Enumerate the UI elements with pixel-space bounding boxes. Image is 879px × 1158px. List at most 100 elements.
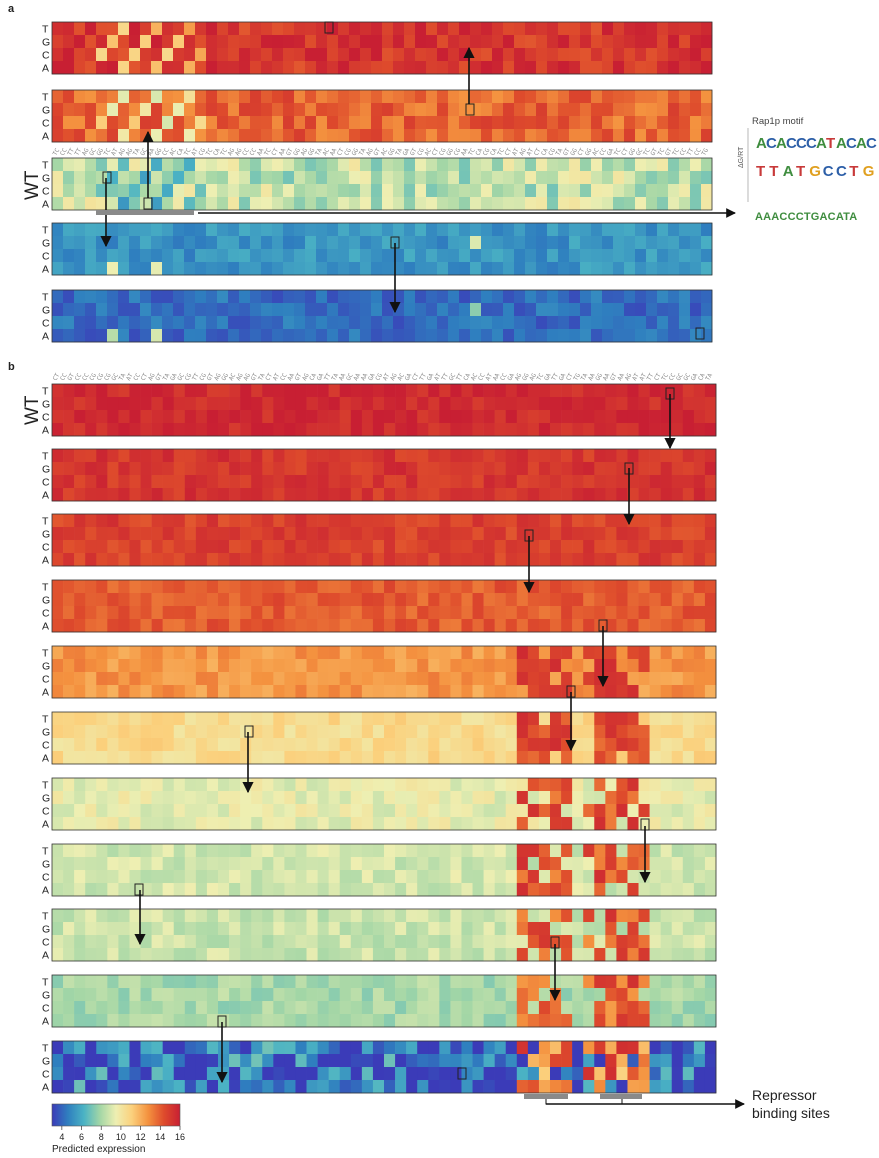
row-label: C [42,871,50,883]
sequence-letter: GT [409,147,419,157]
sequence-letter: CT [533,147,543,157]
row-label: A [42,489,49,501]
row-label: C [42,185,50,197]
sequence-letter: AA [329,147,339,157]
row-label: A [42,263,49,275]
sequence-letter: AG [147,372,157,382]
row-label: C [42,250,50,262]
sequence-letter: GA [402,147,412,157]
wt-label-a: WT [22,170,43,200]
colorbar-tick-label: 10 [116,1132,126,1142]
repressor-bracket [545,1099,623,1105]
row-label: G [42,792,50,804]
motif-logo-letter: A [836,135,847,152]
motif-logo-letter: T [769,163,778,180]
sequence-letter: AA [360,372,370,382]
sequence-letter: CC [241,147,251,157]
sequence-letter: CG [343,147,353,157]
sequence-letter: CC [59,147,69,157]
sequence-letter: GT [206,372,216,382]
sequence-letter: AG [389,372,399,382]
row-label: T [42,779,49,791]
mutation-box [324,21,334,34]
sequence-letter: TA [314,147,324,157]
sequence-letter: GT [562,147,572,157]
sequence-letter: GG [569,147,579,157]
panel-b-heatmap-8-frame [51,843,717,897]
row-label: C [42,936,50,948]
row-label: C [42,739,50,751]
row-label: G [42,923,50,935]
sequence-letter: CA [489,147,499,157]
row-label: G [42,398,50,410]
mutation-box [134,883,144,896]
motif-logo-letter: C [846,135,857,152]
sequence-letter: CT [653,372,663,382]
sequence-letter: AT [638,372,648,382]
sequence-letter: GG [351,147,361,157]
sequence-letter: CT [140,372,150,382]
sequence-strip-a: TCCCTTTTAGGCGGTCATAGAGTAGCAAGGCCACCATCAT… [52,147,711,157]
row-label: C [42,117,50,129]
panel-a-heatmap-1-frame [51,21,713,75]
sequence-letter: GT [250,372,260,382]
sequence-letter: CG [547,147,557,157]
sequence-letter: CC [598,147,608,157]
panel-b-heatmap-5-frame [51,645,717,699]
row-label: T [42,450,49,462]
colorbar-tick-label: 12 [136,1132,146,1142]
repressor-site-bar-2 [600,1094,642,1099]
sequence-letter: AG [301,372,311,382]
sequence-letter: AA [256,147,266,157]
sequence-letter: GA [404,372,414,382]
colorbar-tick-label: 6 [79,1132,84,1142]
motif-logo-letter: C [806,135,817,152]
row-label: T [42,291,49,303]
sequence-letter: GA [426,372,436,382]
row-label: G [42,172,50,184]
motif-logo-letter: C [796,135,807,152]
motif-logo-letter: A [756,135,767,152]
repressor-label-line2: binding sites [752,1105,830,1121]
row-label: G [42,989,50,1001]
sequence-letter: TT [646,372,656,382]
sequence-letter: AC [591,147,601,157]
sequence-letter: TC [183,147,193,157]
sequence-letter: TT [323,372,333,382]
sequence-letter: TT [440,372,450,382]
sequence-letter: GG [95,147,105,157]
sequence-letter: TA [330,372,340,382]
sequence-letter: AG [528,372,538,382]
sequence-letter: CG [88,372,98,382]
sequence-letter: GG [445,147,455,157]
sequence-letter: CC [279,372,289,382]
wt-label-b: WT [22,395,43,425]
sequence-letter: AA [338,372,348,382]
sequence-letter: TC [103,147,113,157]
row-label: A [42,884,49,896]
row-label: T [42,1042,49,1054]
row-label: C [42,317,50,329]
row-label: C [42,607,50,619]
mutation-arrows [100,46,676,1084]
sequence-letter: CT [52,372,62,382]
sequence-letter: CA [308,372,318,382]
sequence-letter: CG [482,147,492,157]
motif-title: Rap1p motif [752,116,804,127]
sequence-letter: CT [336,147,346,157]
row-label: T [42,910,49,922]
sequence-letter: AA [286,372,296,382]
row-label: T [42,385,49,397]
sequence-letter: GG [220,372,230,382]
sequence-letter: AA [146,147,156,157]
sequence-letter: AG [213,372,223,382]
colorbar-tick-label: 8 [99,1132,104,1142]
row-label: C [42,805,50,817]
panel-b-heatmap-3-frame [51,513,717,567]
motif-logo-letter: A [783,163,794,180]
sequence-letter: GT [285,147,295,157]
row-label: A [42,1015,49,1027]
row-label: A [42,818,49,830]
